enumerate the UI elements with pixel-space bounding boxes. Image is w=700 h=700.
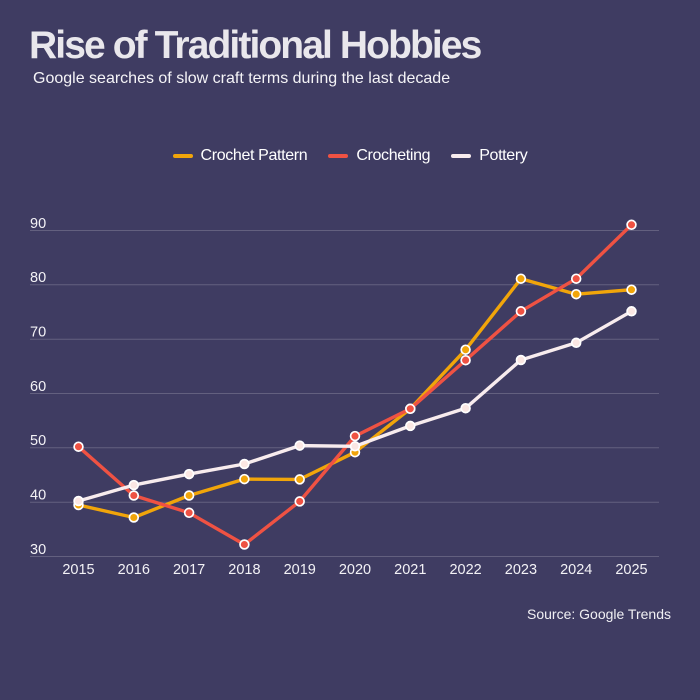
svg-text:60: 60 xyxy=(30,379,46,395)
svg-text:40: 40 xyxy=(30,488,46,504)
svg-text:2015: 2015 xyxy=(62,562,94,578)
svg-text:2019: 2019 xyxy=(284,562,316,578)
svg-text:70: 70 xyxy=(30,325,46,341)
svg-text:2018: 2018 xyxy=(228,562,260,578)
svg-text:2016: 2016 xyxy=(118,562,150,578)
svg-text:80: 80 xyxy=(30,270,46,286)
svg-text:2023: 2023 xyxy=(505,562,537,578)
svg-text:2022: 2022 xyxy=(449,562,481,578)
svg-text:30: 30 xyxy=(30,542,46,558)
svg-text:2021: 2021 xyxy=(394,562,426,578)
svg-text:2020: 2020 xyxy=(339,562,371,578)
svg-text:2017: 2017 xyxy=(173,562,205,578)
svg-text:90: 90 xyxy=(30,216,46,232)
svg-text:2024: 2024 xyxy=(560,562,592,578)
svg-text:2025: 2025 xyxy=(615,562,647,578)
svg-text:50: 50 xyxy=(30,433,46,449)
